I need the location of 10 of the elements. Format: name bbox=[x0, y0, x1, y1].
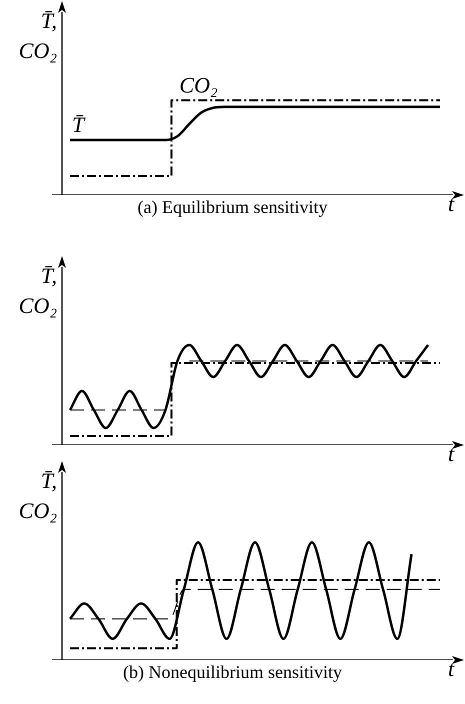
x-axis-title: t bbox=[448, 441, 454, 466]
series-label: CO₂ bbox=[179, 72, 218, 98]
x-axis-title: t bbox=[448, 656, 454, 681]
text: (a) Equilibrium sensitivity bbox=[138, 197, 328, 217]
y-axis-title: T̄, CO₂ bbox=[18, 7, 57, 65]
text: (b) Nonequilibrium sensitivity bbox=[123, 662, 342, 682]
y-axis-title: T̄, CO₂ bbox=[18, 262, 57, 320]
x-axis-title: t bbox=[448, 191, 454, 216]
series-label: T̄ bbox=[72, 112, 86, 138]
y-axis-title: T̄, CO₂ bbox=[18, 467, 57, 525]
